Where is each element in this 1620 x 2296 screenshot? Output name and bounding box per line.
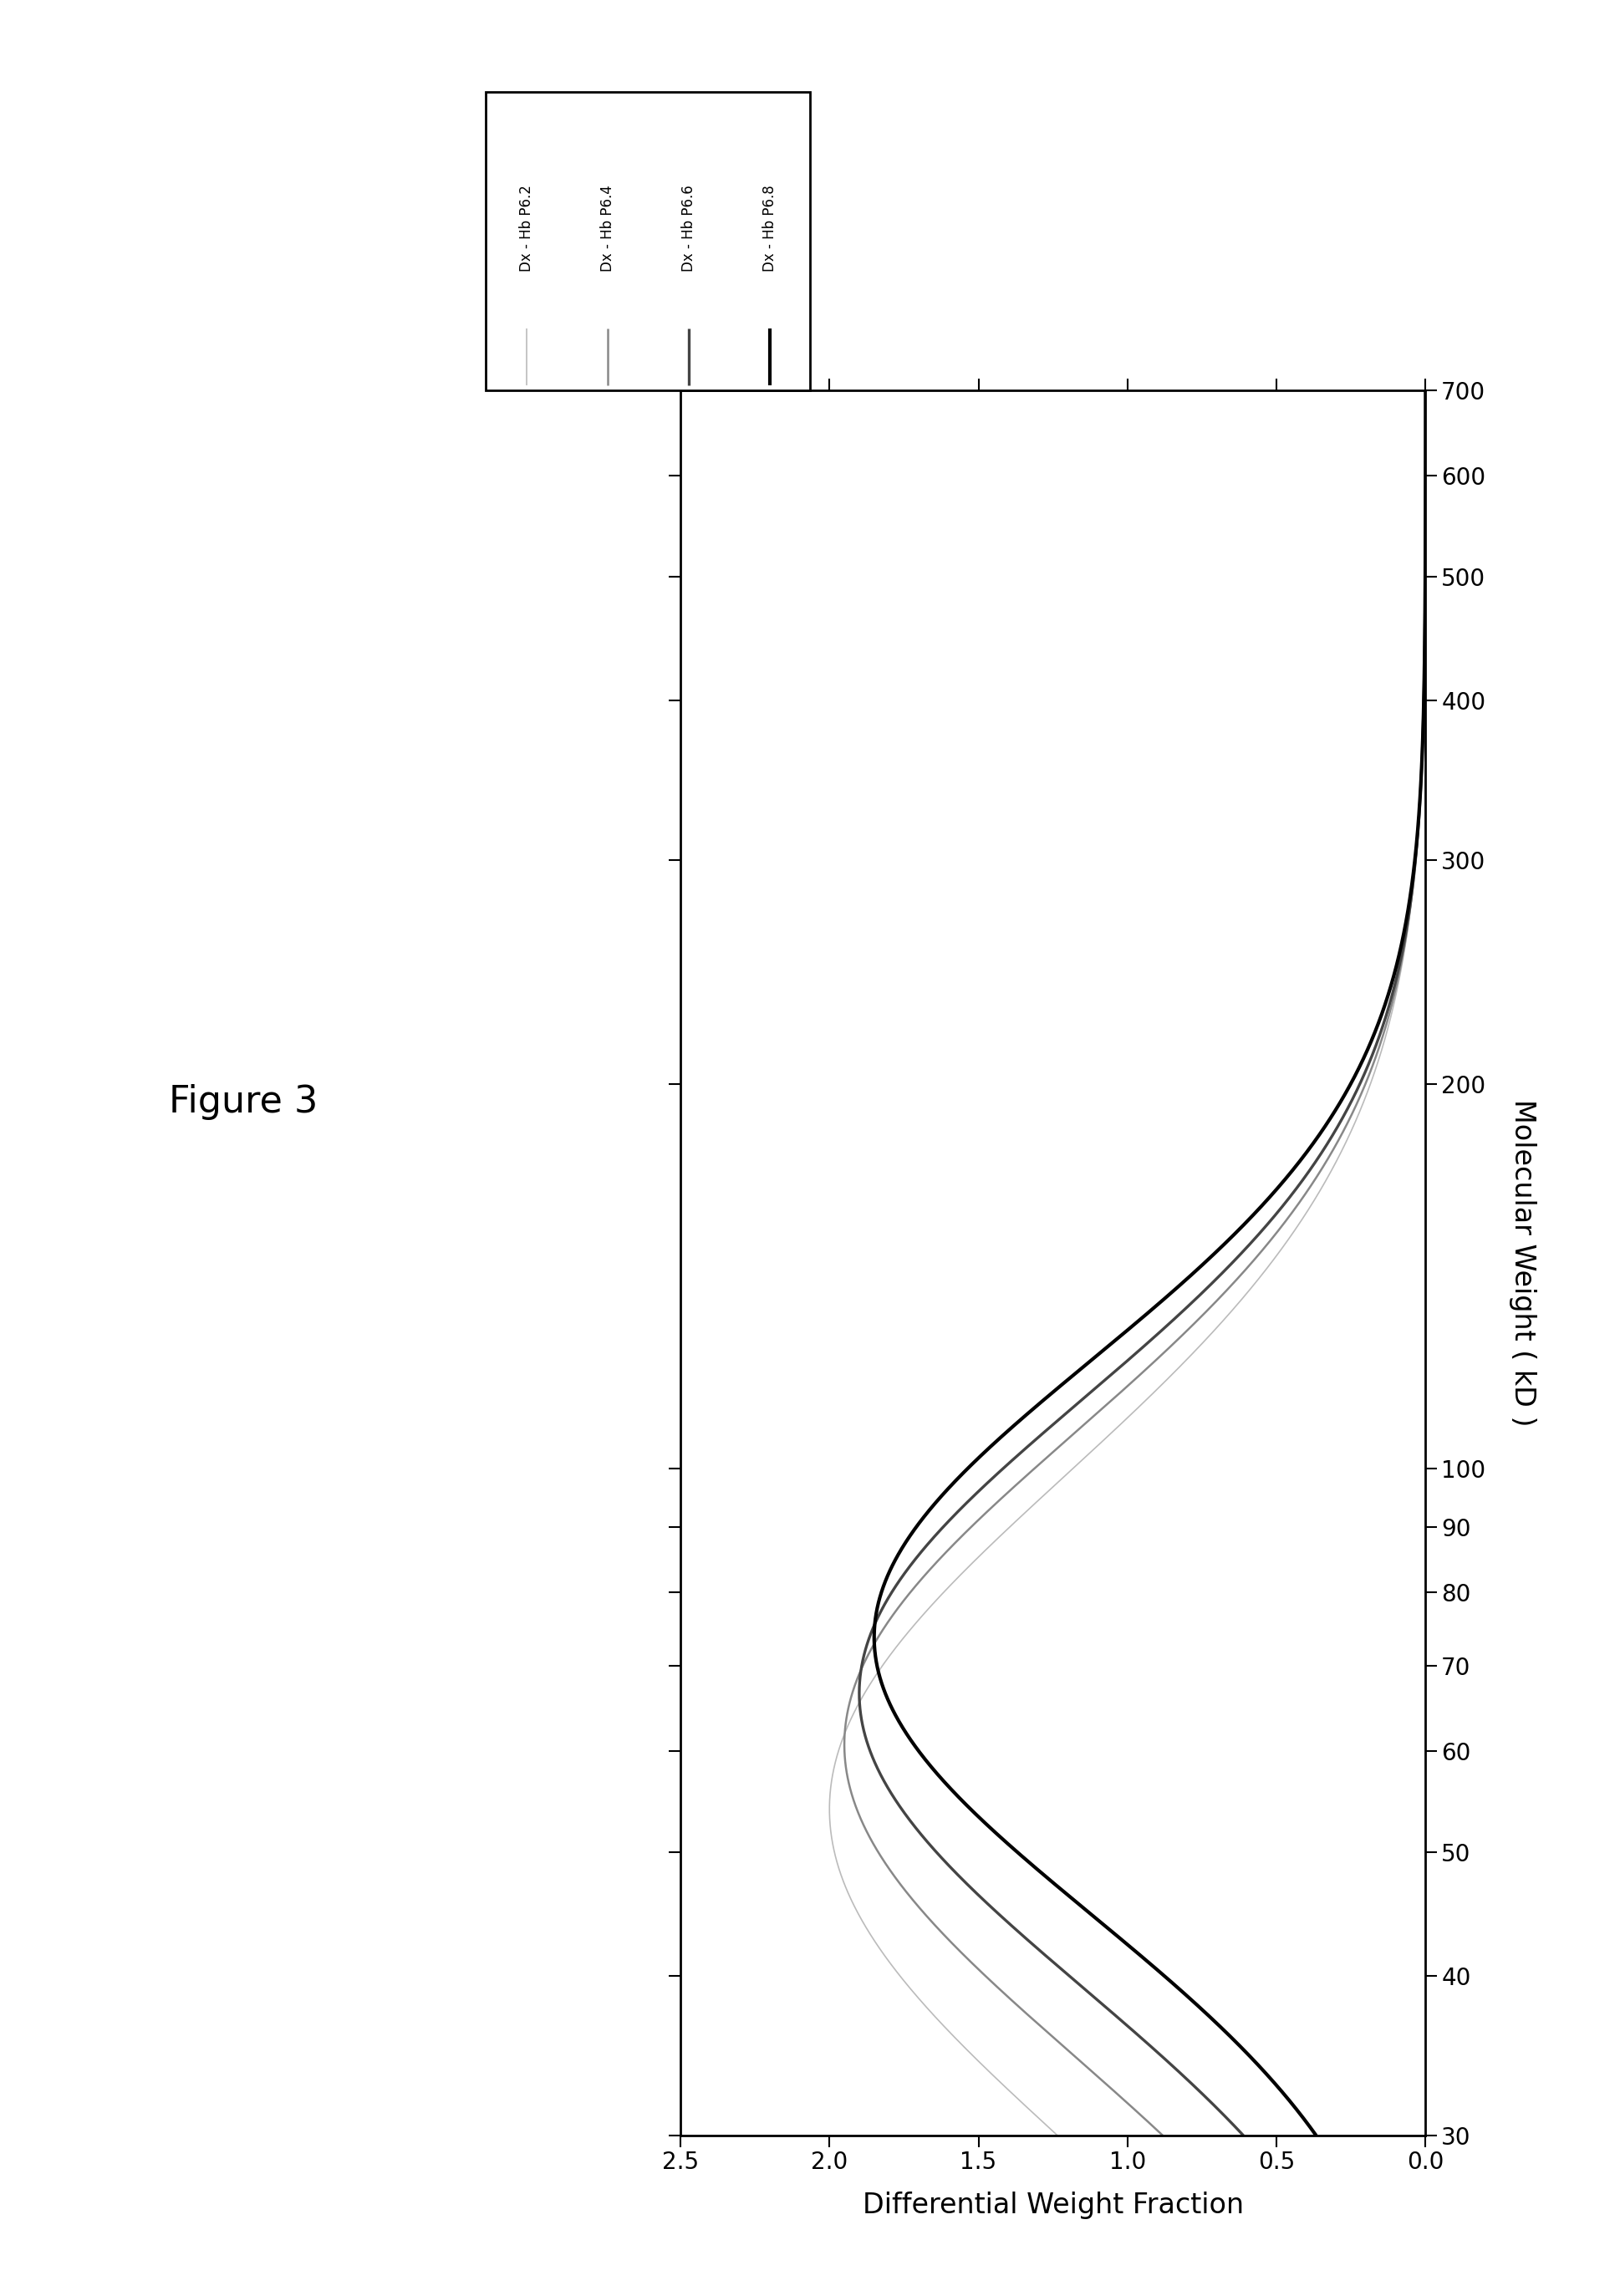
- Text: Dx - Hb P6.2: Dx - Hb P6.2: [518, 186, 535, 271]
- Text: Dx - Hb P6.8: Dx - Hb P6.8: [761, 186, 778, 271]
- Text: Dx - Hb P6.6: Dx - Hb P6.6: [680, 186, 697, 271]
- Text: Figure 3: Figure 3: [168, 1084, 318, 1120]
- Y-axis label: Molecular Weight ( kD ): Molecular Weight ( kD ): [1508, 1100, 1537, 1426]
- X-axis label: Differential Weight Fraction: Differential Weight Fraction: [862, 2193, 1244, 2220]
- Text: Dx - Hb P6.4: Dx - Hb P6.4: [599, 186, 616, 271]
- FancyBboxPatch shape: [486, 92, 810, 390]
